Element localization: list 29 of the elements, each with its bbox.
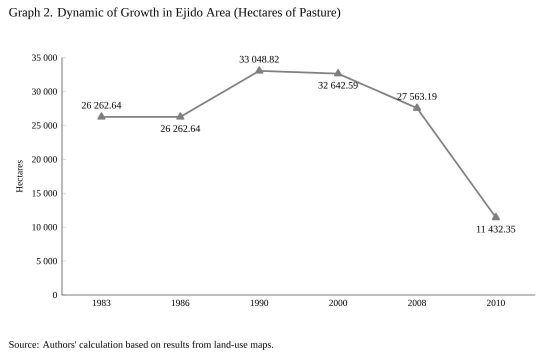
point xyxy=(412,103,422,111)
y-tick-label: 35 000 xyxy=(32,54,57,61)
y-tick-label: 10 000 xyxy=(32,224,57,230)
y-tick-label: 15 000 xyxy=(32,190,57,196)
data-label: 26 262.64 xyxy=(82,102,122,109)
y-tick-label: 20 000 xyxy=(32,156,57,163)
x-tick-label: 1990 xyxy=(250,300,268,306)
data-label: 26 262.64 xyxy=(160,125,200,132)
x-tick-label: 1986 xyxy=(172,300,190,306)
point xyxy=(97,112,106,120)
data-label: 33 048.82 xyxy=(240,56,279,63)
point xyxy=(176,112,184,120)
x-tick-label: 2000 xyxy=(329,300,348,306)
point xyxy=(334,69,342,76)
data-label: 11 432.35 xyxy=(476,226,516,232)
x-tick-label: 2008 xyxy=(408,300,426,306)
y-tick-label: 25 000 xyxy=(32,122,57,129)
data-label: 32 642.59 xyxy=(318,82,358,89)
chart-title: Graph 2. Dynamic of Growth in Ejido Area (Hectares of Pasture) xyxy=(9,7,340,20)
data-label: 27 563.19 xyxy=(397,93,437,100)
y-tick-label: 5 000 xyxy=(36,258,57,264)
y-axis-title: Hectares xyxy=(16,160,22,192)
source-note: Source: Authors' calculation based on results from land-use maps. xyxy=(9,340,274,350)
point xyxy=(255,66,264,74)
y-tick-label: 30 000 xyxy=(32,88,57,95)
y-tick-label: 0 xyxy=(52,292,57,298)
x-tick-label: 1983 xyxy=(92,300,110,306)
point xyxy=(492,212,500,220)
x-tick-label: 2010 xyxy=(486,300,505,306)
